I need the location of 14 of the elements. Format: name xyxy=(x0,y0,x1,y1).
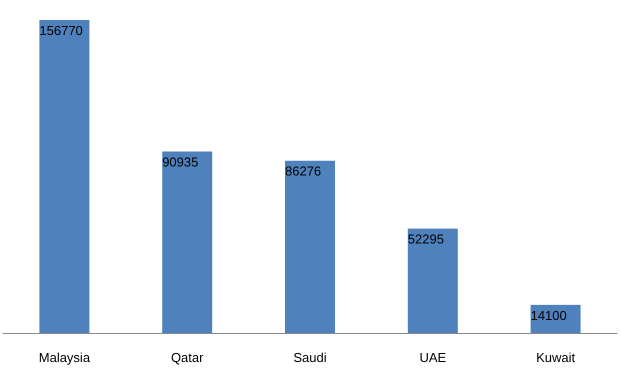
x-tick-label: Qatar xyxy=(170,350,204,365)
x-tick-label: Kuwait xyxy=(536,350,576,365)
data-label: 156770 xyxy=(39,23,83,38)
data-label: 52295 xyxy=(408,232,444,247)
bar xyxy=(408,228,458,333)
x-tick-label: Malaysia xyxy=(38,350,91,365)
x-tick-label: UAE xyxy=(419,350,446,365)
data-label: 14100 xyxy=(530,308,567,323)
x-tick-label: Saudi xyxy=(293,350,327,365)
bar xyxy=(39,20,90,333)
bar xyxy=(285,160,335,333)
bar xyxy=(162,151,212,333)
data-label: 90935 xyxy=(162,154,198,170)
data-label: 86276 xyxy=(285,164,322,179)
